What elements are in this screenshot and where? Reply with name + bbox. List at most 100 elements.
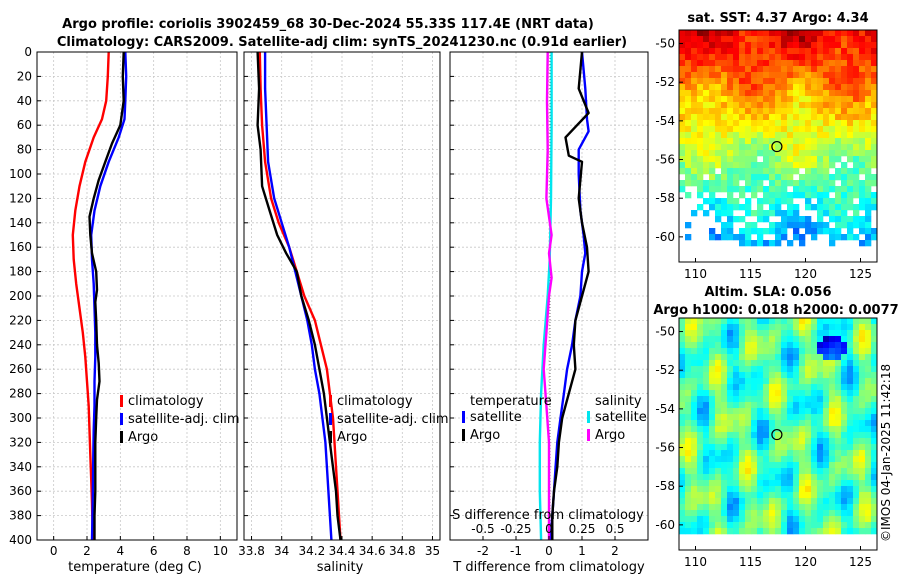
heatmap-cell [715,390,722,397]
heatmap-cell [841,456,848,463]
heatmap-cell [865,522,872,529]
heatmap-cell [757,96,764,103]
heatmap-cell [865,144,872,151]
heatmap-cell [763,144,770,151]
heatmap-cell [721,228,728,235]
heatmap-cell [841,216,848,223]
heatmap-cell [757,90,764,97]
heatmap-cell [853,384,860,391]
heatmap-cell [859,492,866,499]
heatmap-cell [709,456,716,463]
heatmap-cell [787,138,794,145]
heatmap-cell [769,336,776,343]
heatmap-cell [829,60,836,67]
x-tick-label: 35 [425,544,440,558]
heatmap-cell [811,162,818,169]
series-line-argo [88,51,125,540]
heatmap-cell [715,348,722,355]
heatmap-cell [835,504,842,511]
heatmap-cell [817,186,824,193]
heatmap-cell [823,480,830,487]
heatmap-cell [703,504,710,511]
heatmap-cell [727,354,734,361]
heatmap-cell [841,138,848,145]
heatmap-cell [859,132,866,139]
heatmap-cell [763,48,770,55]
heatmap-cell [721,426,728,433]
heatmap-cell [751,222,758,229]
heatmap-cell [817,504,824,511]
heatmap-cell [721,210,728,217]
heatmap-cell [745,372,752,379]
heatmap-cell [721,318,728,325]
heatmap-cell [679,102,686,109]
heatmap-cell [817,216,824,223]
heatmap-cell [757,432,764,439]
heatmap-cell [871,492,878,499]
heatmap-cell [853,510,860,517]
heatmap-cell [853,456,860,463]
heatmap-cell [787,96,794,103]
heatmap-cell [685,402,692,409]
heatmap-cell [817,438,824,445]
heatmap-cell [817,72,824,79]
heatmap-cell [787,504,794,511]
heatmap-cell [787,198,794,205]
heatmap-cell [733,108,740,115]
heatmap-cell [703,498,710,505]
heatmap-cell [853,354,860,361]
legend-label: Argo [337,430,367,445]
heatmap-cell [727,162,734,169]
heatmap-cell [811,414,818,421]
heatmap-cell [763,30,770,37]
heatmap-cell [769,30,776,37]
heatmap-cell [799,330,806,337]
heatmap-cell [841,528,848,535]
heatmap-cell [751,150,758,157]
heatmap-cell [775,378,782,385]
heatmap-cell [769,90,776,97]
heatmap-cell [739,150,746,157]
heatmap-cell [685,438,692,445]
heatmap-cell [859,402,866,409]
heatmap-cell [715,90,722,97]
heatmap-cell [763,198,770,205]
heatmap-cell [847,318,854,325]
heatmap-cell [865,348,872,355]
heatmap-cell [811,132,818,139]
heatmap-cell [685,168,692,175]
heatmap-cell [859,42,866,49]
heatmap-cell [829,366,836,373]
heatmap-cell [727,204,734,211]
heatmap-cell [811,378,818,385]
heatmap-cell [727,60,734,67]
heatmap-cell [745,42,752,49]
heatmap-cell [841,60,848,67]
heatmap-cell [745,342,752,349]
heatmap-cell [865,84,872,91]
heatmap-cell [751,372,758,379]
heatmap-cell [739,390,746,397]
heatmap-cell [769,180,776,187]
heatmap-cell [733,444,740,451]
heatmap-cell [871,336,878,343]
heatmap-cell [739,342,746,349]
heatmap-cell [865,114,872,121]
heatmap-cell [781,384,788,391]
heatmap-cell [715,402,722,409]
heatmap-cell [715,474,722,481]
heatmap-cell [709,132,716,139]
heatmap-cell [811,516,818,523]
heatmap-cell [703,96,710,103]
heatmap-cell [817,198,824,205]
heatmap-cell [727,450,734,457]
heatmap-cell [787,378,794,385]
heatmap-cell [817,366,824,373]
heatmap-cell [787,216,794,223]
heatmap-cell [769,426,776,433]
heatmap-cell [727,408,734,415]
heatmap-cell [799,492,806,499]
heatmap-cell [757,150,764,157]
heatmap-cell [739,204,746,211]
heatmap-cell [733,426,740,433]
